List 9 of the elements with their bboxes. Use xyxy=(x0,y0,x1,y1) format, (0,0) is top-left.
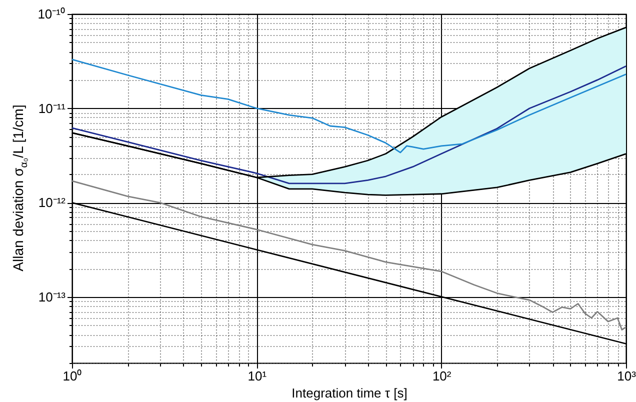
y-tick-label: 10⁻¹¹ xyxy=(38,100,66,116)
x-tick-label: 10³ xyxy=(617,368,636,384)
x-tick-label: 10⁰ xyxy=(62,368,82,384)
y-tick-label: 10⁻¹³ xyxy=(38,290,66,305)
y-tick-label: 10⁻¹⁰ xyxy=(38,6,66,22)
x-axis-title: Integration time τ [s] xyxy=(292,386,408,400)
x-tick-label: 10² xyxy=(432,368,452,384)
x-tick-label: 10¹ xyxy=(248,368,268,384)
y-tick-label: 10⁻¹² xyxy=(38,195,66,210)
